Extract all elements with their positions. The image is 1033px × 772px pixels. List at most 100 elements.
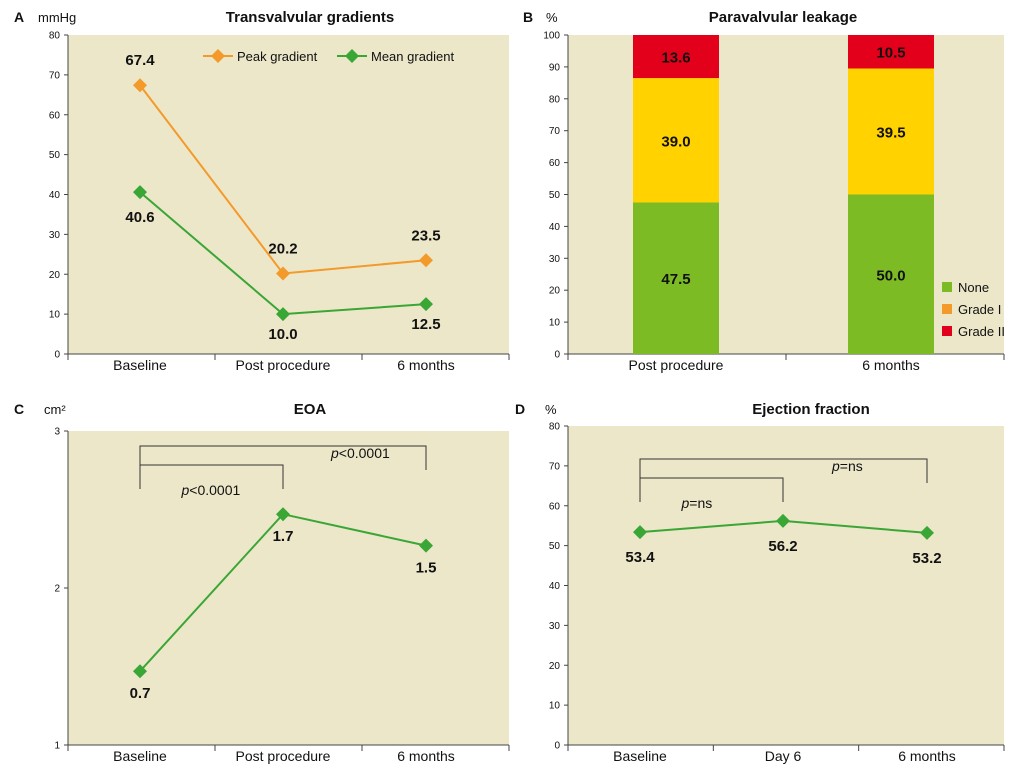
panel-d-p-relation: =ns — [689, 495, 712, 511]
panel-c-p-symbol: p — [330, 445, 339, 461]
panel-a-x-tick-label: Post procedure — [236, 357, 331, 373]
panel-b-y-tick-label: 100 — [543, 31, 560, 42]
panel-a-y-tick-label: 30 — [49, 230, 61, 241]
panel-b-y-tick-label: 20 — [549, 286, 561, 297]
panel-a-data-point — [133, 78, 147, 93]
panel-d-y-tick-label: 60 — [549, 501, 561, 512]
panel-b-segment-label: 50.0 — [876, 267, 905, 284]
panel-d-y-tick-label: 40 — [549, 581, 561, 592]
panel-a-data-label: 10.0 — [268, 326, 297, 343]
panel-b-legend-label: None — [958, 280, 989, 295]
panel-a-data-point — [276, 266, 290, 281]
panel-b-bar-segment — [633, 202, 719, 354]
panel-b-y-tick-label: 70 — [549, 126, 561, 137]
panel-c-x-tick-label: Baseline — [113, 748, 167, 764]
panel-a-y-tick-label: 0 — [54, 350, 60, 361]
panel-d-x-tick-label: 6 months — [898, 748, 956, 764]
panel-b-bar-segment — [633, 78, 719, 203]
panel-a-legend-marker — [345, 49, 359, 63]
panel-d-y-tick-label: 0 — [554, 741, 560, 752]
panel-d-data-point — [920, 525, 934, 540]
panel-a-data-label: 20.2 — [268, 240, 297, 257]
panel-c-plot-area — [68, 431, 509, 745]
panel-b-legend-swatch — [942, 282, 952, 292]
panel-b-segment-label: 39.0 — [661, 133, 690, 150]
panel-a-letter: A — [14, 9, 24, 25]
panel-c-title: EOA — [294, 401, 327, 418]
panel-a-y-tick-label: 50 — [49, 150, 61, 161]
panel-c-x-tick-label: 6 months — [397, 748, 455, 764]
panel-b-y-tick-label: 80 — [549, 94, 561, 105]
panel-c-letter: C — [14, 401, 24, 417]
panel-c-significance-bracket — [139, 445, 427, 470]
panel-d-p-relation: =ns — [840, 458, 863, 474]
panel-a-y-tick-label: 80 — [49, 31, 61, 42]
panel-a-data-point — [419, 297, 433, 312]
panel-d-data-point — [776, 513, 790, 528]
panel-b-y-tick-label: 40 — [549, 222, 561, 233]
panel-b-bar-segment — [848, 194, 934, 354]
panel-b-x-tick-label: Post procedure — [629, 357, 724, 373]
panel-b-segment-label: 47.5 — [661, 271, 690, 288]
panel-d-plot-area — [568, 426, 1004, 745]
panel-b-y-tick-label: 0 — [554, 350, 560, 361]
panel-c-y-unit: cm² — [44, 402, 66, 417]
panel-d-data-label: 53.2 — [912, 550, 941, 567]
panel-a: A Transvalvular gradients mmHg 0 10 20 30 40… — [14, 9, 510, 373]
panel-d-y-tick-label: 20 — [549, 661, 561, 672]
panel-d-y-tick-label: 70 — [549, 461, 561, 472]
panel-a-y-unit: mmHg — [38, 10, 76, 25]
panel-d-x-tick-label: Day 6 — [765, 748, 802, 764]
panel-a-title: Transvalvular gradients — [226, 9, 394, 26]
panel-a-x-tick-label: 6 months — [397, 357, 455, 373]
panel-a-legend-label: Mean gradient — [371, 49, 454, 64]
panel-b-segment-label: 13.6 — [661, 50, 690, 67]
panel-d-y-tick-label: 50 — [549, 541, 561, 552]
panel-b-y-tick-label: 50 — [549, 190, 561, 201]
panel-d-y-unit: % — [545, 402, 557, 417]
panel-a-data-point — [419, 253, 433, 268]
panel-d-y-tick-label: 10 — [549, 701, 561, 712]
panel-d-data-point — [633, 525, 647, 540]
panel-d-data-label: 53.4 — [625, 549, 655, 566]
panel-d: D Ejection fraction % 0 10 20 30 40 50 60 70 80 B… — [515, 401, 1005, 764]
panel-c: C EOA cm² 1 2 3 Baseline Post procedure 6 mon… — [14, 401, 510, 764]
panel-c-data-point — [419, 538, 433, 553]
panel-c-p-relation: <0.0001 — [339, 445, 390, 461]
panel-b-letter: B — [523, 9, 533, 25]
panel-b-bar-segment — [848, 35, 934, 69]
panel-c-data-point — [133, 664, 147, 679]
panel-a-legend-label: Peak gradient — [237, 49, 318, 64]
panel-a-data-point — [276, 307, 290, 322]
panel-a-y-tick-label: 60 — [49, 110, 61, 121]
panel-b-segment-label: 39.5 — [876, 124, 905, 141]
panel-a-y-tick-label: 10 — [49, 310, 61, 321]
panel-a-data-label: 40.6 — [125, 209, 154, 226]
panel-b-segment-label: 10.5 — [876, 45, 905, 62]
panel-d-p-value-label: p=ns — [831, 458, 863, 474]
panel-b-legend-swatch — [942, 304, 952, 314]
panel-c-p-value-label: p<0.0001 — [181, 482, 241, 498]
panel-a-y-tick-label: 40 — [49, 190, 61, 201]
panel-c-data-label: 1.5 — [416, 560, 437, 577]
panel-a-data-label: 23.5 — [411, 227, 440, 244]
panel-b-y-unit: % — [546, 10, 558, 25]
panel-a-y-tick-label: 70 — [49, 70, 61, 81]
panel-a-data-label: 12.5 — [411, 316, 440, 333]
panel-a-x-tick-label: Baseline — [113, 357, 167, 373]
panel-a-y-tick-label: 20 — [49, 270, 61, 281]
panel-a-data-label: 67.4 — [125, 52, 155, 69]
panel-b-legend-label: Grade II — [958, 324, 1005, 339]
panel-b-x-tick-label: 6 months — [862, 357, 920, 373]
panel-a-legend-marker — [211, 49, 225, 63]
panel-b: B Paravalvular leakage % 0 10 20 30 40 50 60 70… — [523, 9, 1005, 373]
panel-b-legend-label: Grade I — [958, 302, 1001, 317]
panel-b-title: Paravalvular leakage — [709, 9, 857, 26]
panel-b-y-tick-label: 30 — [549, 254, 561, 265]
panel-c-p-value-label: p<0.0001 — [330, 445, 390, 461]
panel-d-p-symbol: p — [831, 458, 840, 474]
panel-c-y-tick-label: 2 — [54, 584, 60, 595]
panel-d-y-tick-label: 30 — [549, 621, 561, 632]
panel-d-significance-bracket — [639, 477, 784, 502]
